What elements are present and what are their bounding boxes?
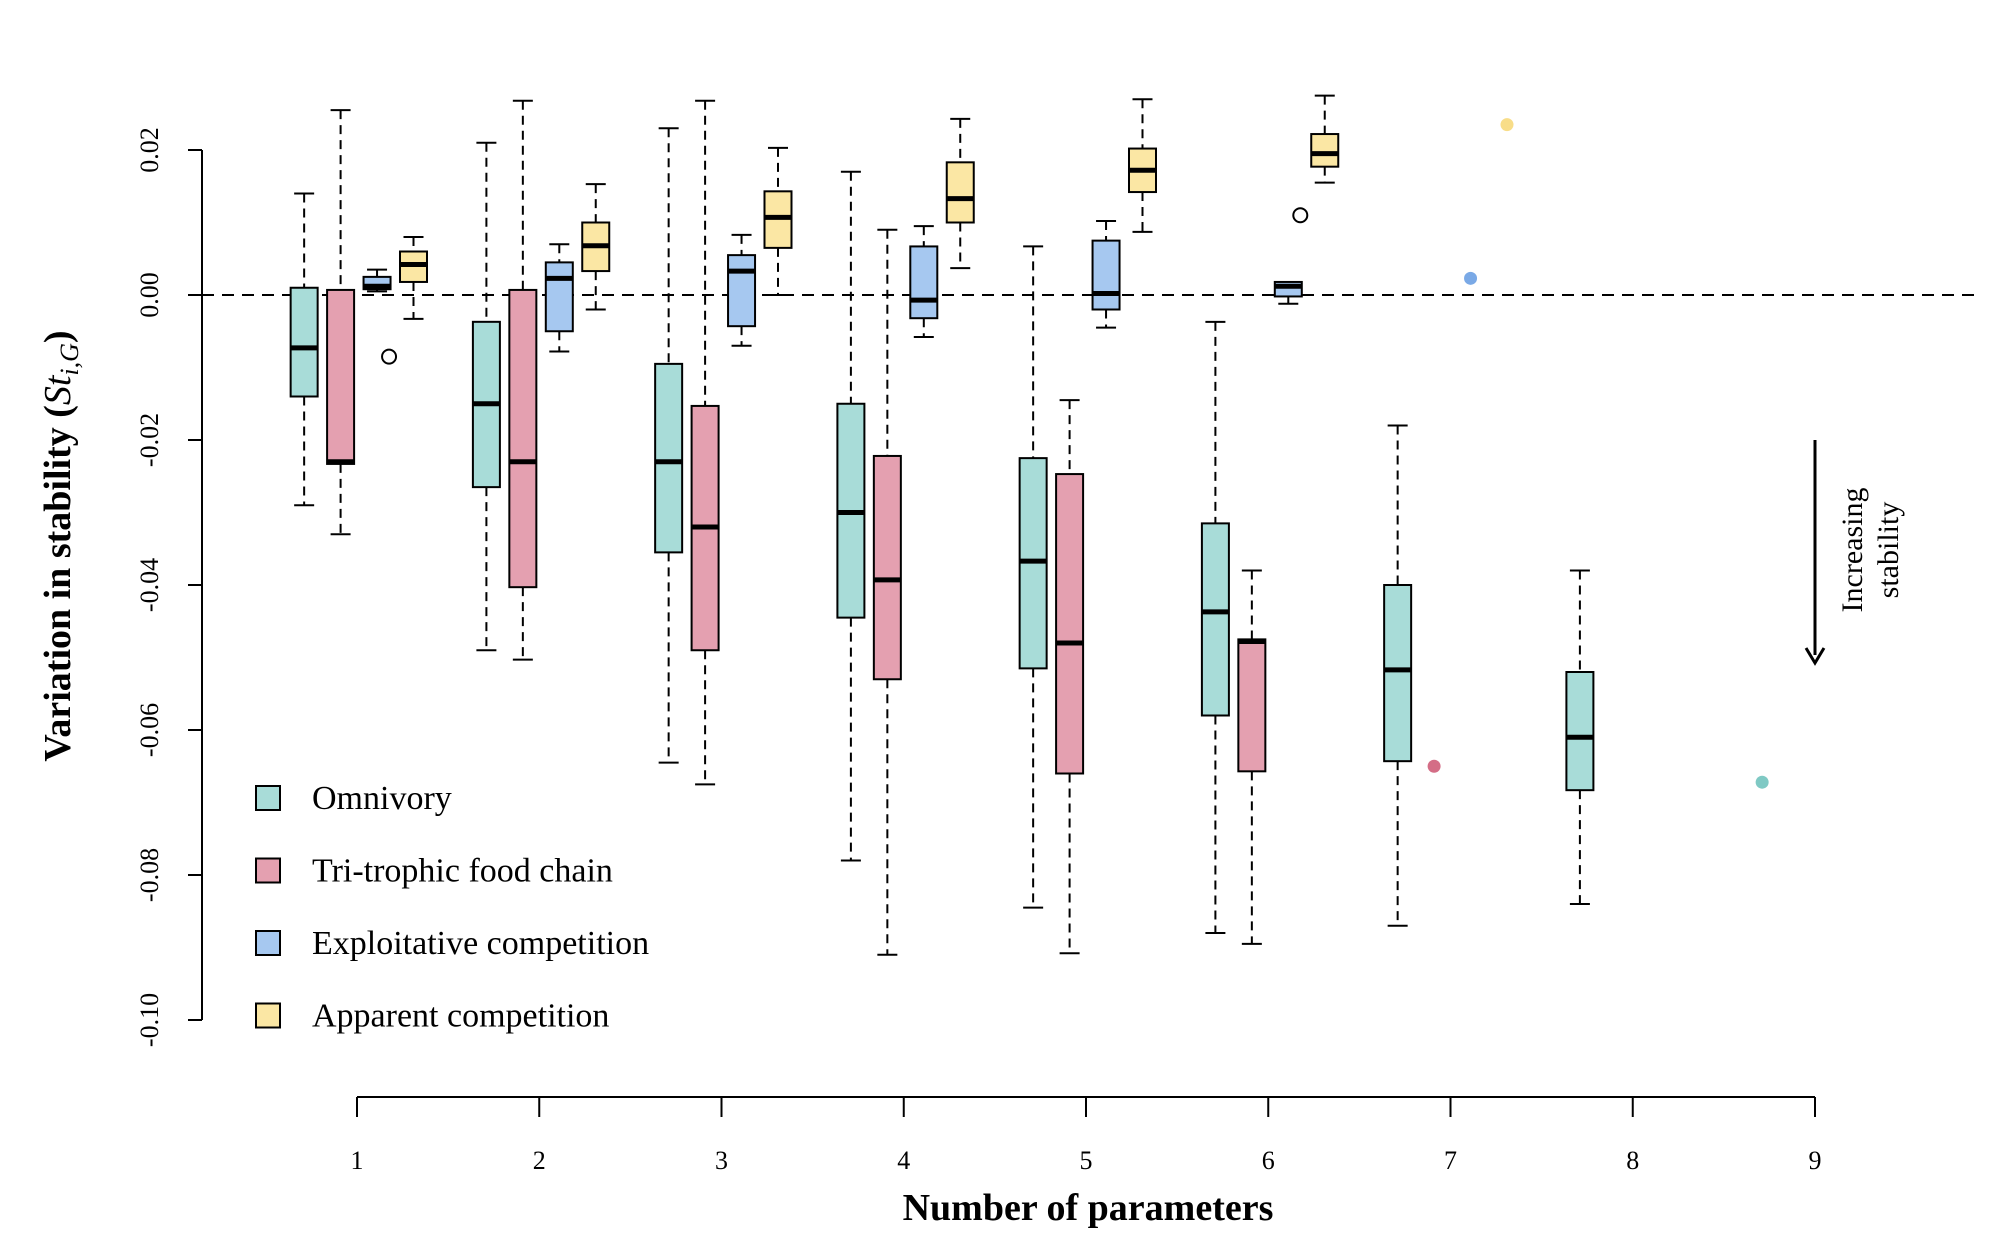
single-point <box>1427 759 1441 773</box>
box-x2 <box>544 243 574 353</box>
stability-annotation-line-1: Increasing <box>1836 488 1869 613</box>
legend-label: Omnivory <box>312 780 452 817</box>
x-tick-label: 7 <box>1444 1146 1457 1175</box>
box-x8 <box>1565 569 1595 905</box>
x-axis-title: Number of parameters <box>903 1187 1274 1229</box>
x-tick-label: 3 <box>715 1146 728 1175</box>
box-body <box>945 161 975 224</box>
box-x7 <box>1383 424 1413 927</box>
box-x3 <box>727 233 757 347</box>
stability-annotation: Increasing stability <box>1804 440 1905 666</box>
box-x1 <box>326 109 356 536</box>
box-body <box>1565 671 1595 792</box>
box-x5 <box>1055 399 1085 955</box>
box-x2 <box>471 141 501 652</box>
series-tri-trophic-food-chain <box>326 99 1441 956</box>
box-body <box>909 245 939 320</box>
box-body <box>508 288 538 589</box>
y-tick-label: 0.00 <box>135 272 164 318</box>
y-axis-title-symbol: St <box>37 374 79 405</box>
box-body <box>1310 133 1340 168</box>
y-tick-label: -0.10 <box>135 993 164 1047</box>
y-tick-label: 0.02 <box>135 127 164 173</box>
box-body <box>544 261 574 333</box>
single-point <box>1755 775 1769 789</box>
y-tick-label: -0.02 <box>135 413 164 467</box>
stability-arrow-head <box>1804 647 1826 666</box>
outlier-point <box>1292 207 1309 224</box>
legend-swatch <box>255 785 281 811</box>
box-x3 <box>690 99 720 786</box>
y-axis-title: Variation in stability (Sti,G) <box>37 330 84 761</box>
legend-swatch <box>255 857 281 884</box>
box-x2 <box>508 99 538 661</box>
box-x3 <box>654 127 684 764</box>
box-x6 <box>1237 569 1267 945</box>
box-body <box>1055 473 1085 775</box>
box-x5 <box>1091 220 1121 329</box>
box-x1 <box>289 192 319 507</box>
axes: 0.02 0.00 -0.02 -0.04 -0.06 -0.08 -0.10 1 2 3 4 5 6 7… <box>135 127 1822 1175</box>
box-x4 <box>909 225 939 339</box>
box-body <box>1091 239 1121 311</box>
box-body <box>1237 638 1267 773</box>
y-tick-label: -0.08 <box>135 848 164 902</box>
legend-swatch <box>255 1002 281 1029</box>
box-x6 <box>1273 207 1309 305</box>
box-body <box>1383 584 1413 763</box>
box-body <box>727 254 757 328</box>
box-body <box>326 288 356 465</box>
series-apparent-competition <box>398 94 1514 320</box>
box-x5 <box>1127 98 1157 233</box>
box-x1 <box>362 268 398 365</box>
box-body <box>289 286 319 398</box>
series-omnivory <box>289 127 1769 934</box>
x-tick-label: 8 <box>1626 1146 1639 1175</box>
single-point <box>1464 271 1478 285</box>
plot-area <box>202 94 1975 956</box>
legend-label: Exploitative competition <box>312 925 649 962</box>
stability-annotation-line-2: stability <box>1872 502 1905 599</box>
box-x5 <box>1018 245 1048 909</box>
box-x4 <box>836 170 866 862</box>
y-tick-label: -0.04 <box>135 558 164 612</box>
y-axis-title-main: Variation in stability ( <box>37 405 79 761</box>
box-x4 <box>872 228 902 956</box>
legend: Omnivory Tri-trophic food chain Exploitati… <box>255 780 649 1035</box>
x-tick-label: 5 <box>1080 1146 1093 1175</box>
x-tick-label: 2 <box>533 1146 546 1175</box>
y-tick-label: -0.06 <box>135 703 164 757</box>
box-body <box>1200 522 1230 717</box>
box-body <box>872 454 902 681</box>
legend-swatch <box>255 930 281 956</box>
x-tick-label: 1 <box>351 1146 364 1175</box>
box-x3 <box>763 146 793 296</box>
box-x2 <box>581 183 611 311</box>
legend-label: Tri-trophic food chain <box>312 853 613 890</box>
single-point <box>1500 118 1514 132</box>
y-axis-title-subscript: i,G <box>55 343 84 376</box>
series-exploitative-competition <box>362 207 1478 365</box>
box-x6 <box>1310 94 1340 184</box>
x-tick-label: 9 <box>1809 1146 1822 1175</box>
y-axis-title-close: ) <box>37 330 79 343</box>
x-tick-label: 4 <box>897 1146 910 1175</box>
box-body <box>654 362 684 554</box>
box-x1 <box>398 236 428 320</box>
legend-label: Apparent competition <box>312 998 609 1035</box>
x-tick-label: 6 <box>1262 1146 1275 1175</box>
box-x4 <box>945 117 975 270</box>
outlier-point <box>381 348 398 365</box>
box-x6 <box>1200 320 1230 934</box>
